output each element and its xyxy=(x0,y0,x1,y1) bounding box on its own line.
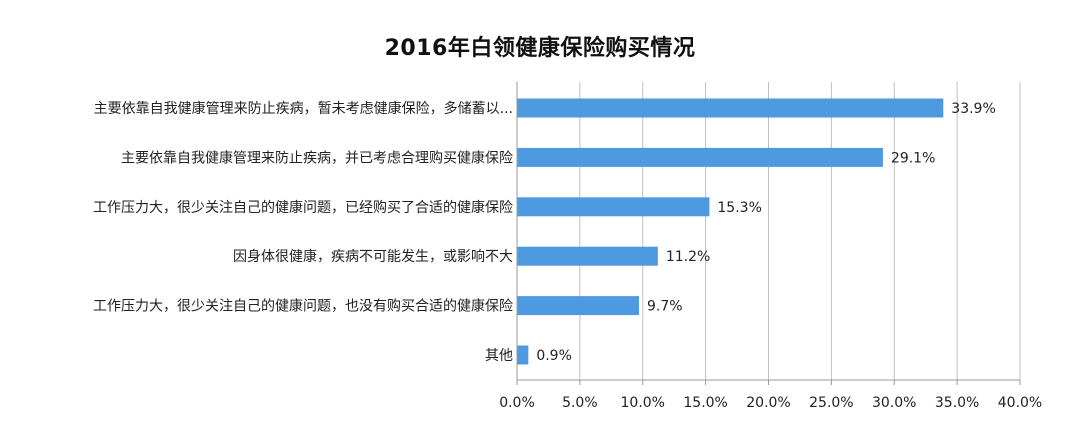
x-tick-label: 25.0% xyxy=(809,395,853,411)
x-tick-label: 40.0% xyxy=(998,395,1042,411)
category-label: 因身体很健康，疾病不可能发生，或影响不大 xyxy=(233,248,513,265)
labels: 0.0% 5.0% 10.0% 15.0% 20.0% 25.0% 30.0% 35.0% 40… xyxy=(93,100,1042,411)
bar xyxy=(517,197,710,217)
x-tick-label: 5.0% xyxy=(562,395,598,411)
x-tick-label: 30.0% xyxy=(872,395,916,411)
value-label: 33.9% xyxy=(951,101,995,117)
bars xyxy=(517,98,944,365)
category-label: 工作压力大，很少关注自己的健康问题，已经购买了合适的健康保险 xyxy=(93,199,513,216)
chart-title: 2016年白领健康保险购买情况 xyxy=(384,36,696,61)
x-tick-label: 0.0% xyxy=(499,395,535,411)
value-label: 11.2% xyxy=(666,249,710,265)
category-label: 主要依靠自我健康管理来防止疾病，并已考虑合理购买健康保险 xyxy=(121,149,513,166)
category-label: 其他 xyxy=(485,348,513,364)
value-label: 0.9% xyxy=(536,348,572,364)
x-tick-label: 10.0% xyxy=(621,395,665,411)
bar xyxy=(517,147,883,167)
bar xyxy=(517,98,944,118)
category-label: 工作压力大，很少关注自己的健康问题，也没有购买合适的健康保险 xyxy=(93,298,513,315)
x-tick-label: 20.0% xyxy=(746,395,790,411)
axes xyxy=(516,82,1021,385)
category-label: 主要依靠自我健康管理来防止疾病，暂未考虑健康保险，多储蓄以... xyxy=(94,100,513,117)
bar xyxy=(517,345,529,365)
bar xyxy=(517,296,639,316)
value-label: 15.3% xyxy=(717,200,761,216)
x-tick-label: 35.0% xyxy=(935,395,979,411)
x-tick-label: 15.0% xyxy=(683,395,727,411)
gridlines xyxy=(579,82,1021,380)
value-label: 9.7% xyxy=(647,299,683,315)
value-label: 29.1% xyxy=(891,150,935,166)
bar xyxy=(517,246,658,266)
